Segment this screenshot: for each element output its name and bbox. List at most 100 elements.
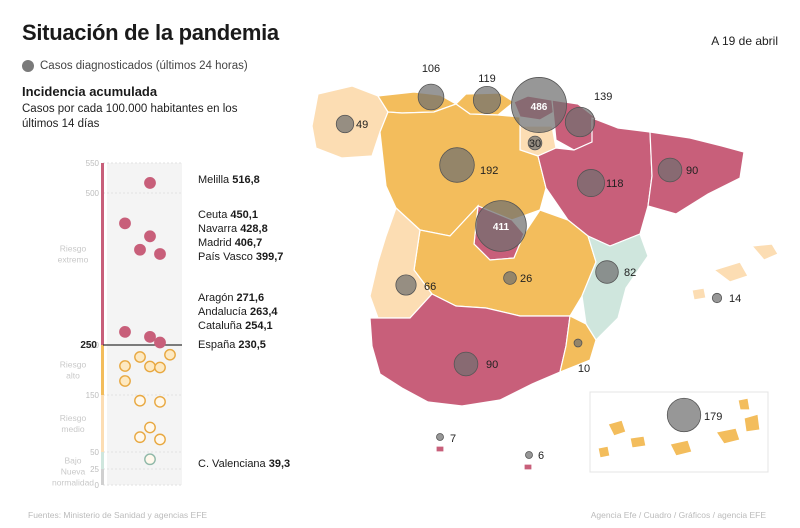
data-point [154,433,166,446]
cases-legend: Casos diagnosticados (últimos 24 horas) [22,60,248,72]
band-label: extremo [58,255,89,265]
cases-label: 14 [729,293,741,305]
band-label: medio [61,424,84,434]
cases-circle [711,292,723,304]
band-bar [101,469,104,485]
point-label: Ceuta 450,1 [198,209,258,221]
cases-label: 26 [520,273,532,285]
point-label: Cataluña 254,1 [198,320,273,332]
cases-circle [503,271,517,285]
tick-label: 0 [95,481,100,490]
cases-label: 411 [493,222,510,233]
cases-circle [525,451,533,459]
cases-label: 6 [538,450,544,462]
cases-label: 30 [529,138,541,150]
data-point [134,243,146,256]
point-label: Madrid 406,7 [198,237,262,249]
cases-circle [439,147,475,183]
cases-label: 119 [478,73,496,85]
tick-label: 50 [90,448,99,457]
point-label: Aragón 271,6 [198,292,264,304]
data-point [144,453,156,466]
band-label: Riesgo [60,244,87,254]
band-label: Riesgo [60,360,87,370]
cases-label: 486 [531,102,548,113]
cases-label: 90 [686,165,698,177]
cases-circle [595,260,619,284]
data-point [134,431,146,444]
cases-label: 10 [578,363,590,375]
tick-label: 550 [86,159,100,168]
cases-circle [436,433,444,441]
cases-label: 90 [486,359,498,371]
band-bar [101,452,104,469]
band-bar [101,163,104,345]
cases-circle [511,77,567,133]
page-title: Situación de la pandemia [22,20,279,45]
band-label: normalidad [52,478,94,488]
region-baleares [691,243,779,301]
cases-circle [453,351,479,377]
cases-circle [335,114,355,134]
point-label: España 230,5 [198,339,266,351]
data-point [119,217,131,230]
data-point [164,348,176,361]
cases-circle [417,83,445,111]
data-point [154,361,166,374]
data-point [119,325,131,338]
cases-circle-icon [22,60,34,72]
region-c-valenciana [581,233,649,341]
cases-label: 139 [594,91,612,103]
tick-label: 500 [86,189,100,198]
cases-circle [573,338,583,348]
cases-label: 118 [606,178,624,190]
point-label: C. Valenciana 39,3 [198,458,290,470]
data-point [144,177,156,189]
cases-label: 7 [450,433,456,445]
cases-legend-label: Casos diagnosticados (últimos 24 horas) [40,60,248,72]
point-label: Navarra 428,8 [198,223,268,235]
data-point [154,248,166,260]
cases-circle [666,397,702,433]
band-bar [101,345,104,395]
threshold-label: 250 [80,340,97,351]
chart-background [107,163,182,485]
cases-label: 192 [480,165,498,177]
footer-credit: Agencia Efe / Cuadro / Gráficos / agenci… [590,510,766,520]
data-point [119,360,131,372]
band-label: Bajo [64,456,81,466]
band-label: Nueva [61,467,86,477]
data-point [134,351,146,363]
region-canarias [597,397,761,459]
band-bar [101,395,104,452]
tick-label: 250 [86,341,100,350]
cases-circle [527,135,543,151]
tick-label: 25 [90,465,99,474]
cases-label: 82 [624,267,636,279]
region-catalu-a [647,131,745,215]
data-point [154,336,166,349]
band-label: Riesgo [60,413,87,423]
cases-label: 179 [704,411,722,423]
tick-label: 150 [86,391,100,400]
region-melilla [523,463,533,471]
region-ceuta [435,445,445,453]
data-point [144,421,156,434]
cases-circle [472,85,502,115]
point-label: Andalucía 263,4 [198,306,278,318]
cases-label: 49 [356,119,368,131]
point-label: País Vasco 399,7 [198,251,283,263]
cases-circle [577,169,605,197]
data-point [154,395,166,408]
data-point [144,230,156,243]
data-point [134,394,146,407]
date-label: A 19 de abril [711,34,778,48]
cases-circle [564,106,596,138]
incidence-subtitle: Casos por cada 100.000 habitantes en los… [22,103,238,130]
incidence-title: Incidencia acumulada [22,84,158,99]
canarias-inset-frame [589,391,769,473]
cases-circle [657,157,683,183]
band-label: alto [66,371,80,381]
